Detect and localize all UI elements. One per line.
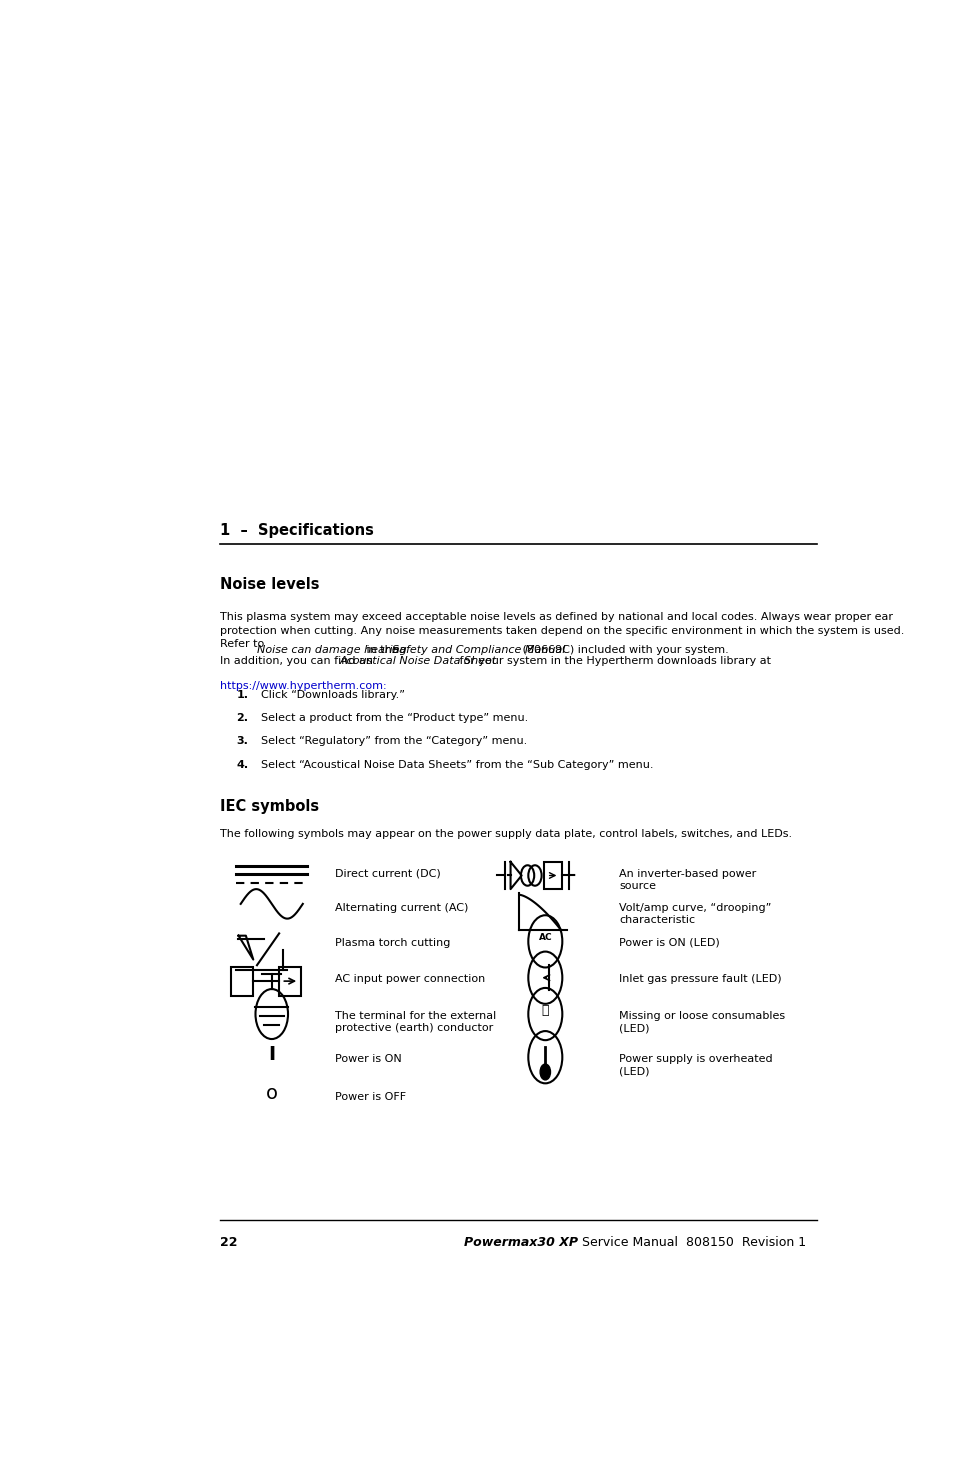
Text: o: o: [266, 1084, 277, 1103]
Text: Select “Regulatory” from the “Category” menu.: Select “Regulatory” from the “Category” …: [260, 736, 526, 746]
Text: Acoustical Noise Data Sheet: Acoustical Noise Data Sheet: [339, 656, 497, 667]
Text: Direct current (DC): Direct current (DC): [335, 869, 440, 879]
Text: Select “Acoustical Noise Data Sheets” from the “Sub Category” menu.: Select “Acoustical Noise Data Sheets” fr…: [260, 760, 653, 770]
Text: Click “Downloads library.”: Click “Downloads library.”: [260, 690, 404, 701]
Text: 2.: 2.: [236, 712, 248, 723]
Text: Volt/amp curve, “drooping”
characteristic: Volt/amp curve, “drooping” characteristi…: [618, 903, 771, 925]
Text: Select a product from the “Product type” menu.: Select a product from the “Product type”…: [260, 712, 527, 723]
Text: An inverter-based power
source: An inverter-based power source: [618, 869, 756, 891]
Text: Power supply is overheated
(LED): Power supply is overheated (LED): [618, 1053, 772, 1077]
Text: Noise levels: Noise levels: [220, 577, 319, 591]
Text: Alternating current (AC): Alternating current (AC): [335, 903, 468, 913]
Text: 1.: 1.: [236, 690, 248, 701]
Text: https://www.hypertherm.com:: https://www.hypertherm.com:: [220, 681, 386, 692]
Text: Noise can damage hearing: Noise can damage hearing: [256, 646, 406, 655]
Text: AC input power connection: AC input power connection: [335, 975, 484, 984]
Text: Power is ON: Power is ON: [335, 1053, 401, 1063]
Text: 4.: 4.: [236, 760, 248, 770]
Bar: [231, 968, 253, 996]
Text: 3.: 3.: [236, 736, 248, 746]
Text: Service Manual  808150  Revision 1: Service Manual 808150 Revision 1: [577, 1236, 805, 1248]
Text: Safety and Compliance Manual: Safety and Compliance Manual: [392, 646, 565, 655]
Text: Power is OFF: Power is OFF: [335, 1093, 405, 1102]
Text: Power is ON (LED): Power is ON (LED): [618, 938, 720, 948]
Text: ⛴: ⛴: [541, 1004, 549, 1018]
Text: This plasma system may exceed acceptable noise levels as defined by national and: This plasma system may exceed acceptable…: [220, 612, 903, 649]
Text: IEC symbols: IEC symbols: [220, 799, 319, 814]
Text: I: I: [268, 1046, 275, 1065]
Text: (80669C) included with your system.: (80669C) included with your system.: [518, 646, 728, 655]
Bar: [279, 968, 301, 996]
Text: 1  –  Specifications: 1 – Specifications: [220, 524, 374, 538]
Text: for your system in the Hypertherm downloads library at: for your system in the Hypertherm downlo…: [456, 656, 770, 667]
Circle shape: [539, 1063, 550, 1080]
Text: Missing or loose consumables
(LED): Missing or loose consumables (LED): [618, 1010, 784, 1032]
Text: Plasma torch cutting: Plasma torch cutting: [335, 938, 450, 948]
Text: Powermax30 XP: Powermax30 XP: [463, 1236, 577, 1248]
Text: 22: 22: [220, 1236, 237, 1248]
Text: AC: AC: [537, 934, 552, 943]
Text: Inlet gas pressure fault (LED): Inlet gas pressure fault (LED): [618, 975, 781, 984]
Text: in the: in the: [362, 646, 401, 655]
Text: The following symbols may appear on the power supply data plate, control labels,: The following symbols may appear on the …: [220, 829, 791, 839]
Bar: [543, 861, 561, 889]
Text: The terminal for the external
protective (earth) conductor: The terminal for the external protective…: [335, 1010, 496, 1032]
Text: In addition, you can find an: In addition, you can find an: [220, 656, 376, 667]
